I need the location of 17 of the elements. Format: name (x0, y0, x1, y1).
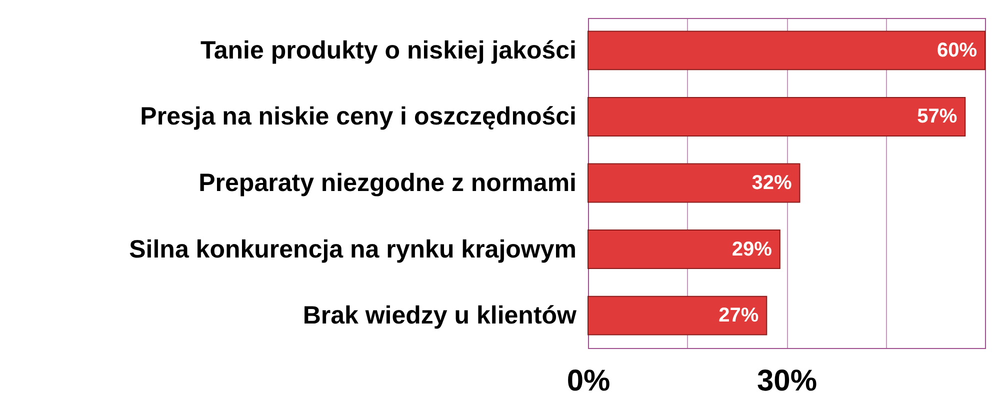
y-tick-label: Preparaty niezgodne z normami (198, 169, 576, 197)
bar (588, 296, 768, 336)
y-tick-label: Brak wiedzy u klientów (302, 302, 578, 330)
bar (588, 163, 800, 203)
y-tick-label: Presja na niskie ceny i oszczędności (140, 102, 576, 131)
bar (588, 97, 966, 136)
bar (588, 230, 780, 269)
data-label: 60% (936, 39, 978, 62)
data-label: 29% (732, 238, 772, 260)
y-tick-label: Tanie produkty o niskiej jakości (200, 36, 576, 64)
data-label: 27% (718, 304, 759, 327)
x-tick-label: 0% (566, 364, 610, 398)
y-tick-label: Silna konkurencja na rynku krajowym (129, 235, 576, 264)
bar (588, 30, 986, 70)
x-tick-label: 30% (756, 364, 818, 398)
data-label: 32% (752, 172, 792, 194)
data-label: 57% (917, 106, 958, 128)
